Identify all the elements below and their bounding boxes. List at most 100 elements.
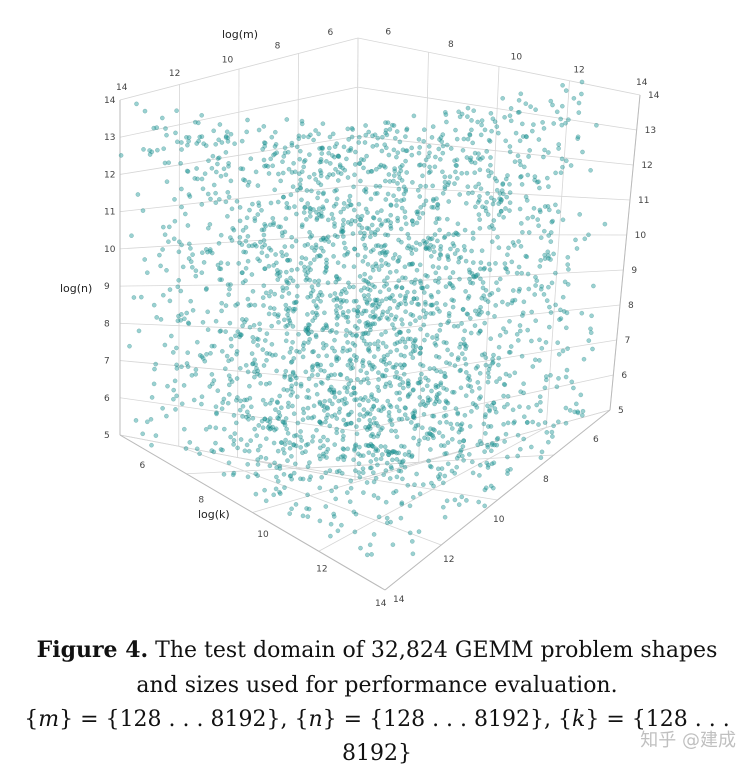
- data-point: [366, 380, 371, 386]
- data-point: [275, 448, 281, 454]
- data-point: [391, 147, 397, 153]
- data-point: [352, 397, 357, 403]
- data-point: [396, 408, 402, 414]
- data-point: [133, 418, 139, 423]
- grid-line: [482, 66, 500, 446]
- data-point: [577, 212, 583, 217]
- figure-label: Figure 4.: [36, 637, 149, 663]
- data-point: [206, 158, 211, 164]
- data-point: [326, 145, 332, 151]
- data-point: [296, 133, 302, 139]
- data-point: [310, 363, 316, 369]
- data-point: [413, 423, 419, 429]
- data-point: [435, 279, 441, 285]
- data-point: [280, 285, 286, 290]
- data-point: [221, 471, 227, 477]
- data-point: [410, 313, 416, 318]
- data-point: [344, 156, 349, 162]
- data-point: [265, 418, 270, 424]
- tick-label-right-top: 6: [385, 27, 391, 37]
- data-point: [445, 461, 451, 467]
- data-point: [446, 318, 452, 324]
- data-point: [301, 159, 307, 165]
- data-point: [361, 277, 367, 283]
- data-point: [301, 346, 306, 352]
- data-point: [409, 218, 415, 223]
- data-point: [370, 282, 375, 288]
- data-point: [475, 200, 481, 205]
- data-point: [457, 276, 462, 282]
- data-point: [256, 127, 262, 133]
- data-point: [343, 315, 349, 320]
- data-point: [580, 149, 585, 155]
- data-point: [514, 270, 520, 276]
- data-point: [549, 429, 555, 435]
- data-point: [240, 323, 245, 329]
- data-point: [470, 401, 476, 406]
- data-point: [358, 157, 364, 162]
- data-point: [298, 185, 303, 191]
- data-point: [505, 173, 510, 178]
- data-point: [356, 140, 362, 145]
- data-point: [274, 272, 280, 277]
- data-point: [352, 446, 358, 452]
- data-point: [260, 146, 266, 152]
- data-point: [435, 202, 441, 208]
- data-point: [437, 327, 443, 333]
- data-point: [441, 235, 447, 241]
- data-point: [279, 230, 285, 236]
- data-point: [247, 383, 252, 389]
- data-point: [436, 256, 442, 261]
- data-point: [314, 254, 320, 259]
- data-point: [363, 132, 369, 138]
- data-point: [454, 163, 459, 168]
- data-point: [392, 374, 398, 380]
- data-point: [356, 417, 362, 423]
- data-point: [392, 135, 398, 141]
- data-point: [422, 435, 427, 441]
- data-point: [343, 245, 348, 251]
- data-point: [344, 490, 350, 495]
- data-point: [238, 332, 244, 338]
- data-point: [366, 360, 372, 366]
- data-point: [351, 457, 356, 463]
- data-point: [358, 178, 363, 184]
- data-point: [399, 416, 405, 422]
- data-point: [313, 332, 319, 338]
- data-point: [194, 446, 200, 452]
- data-point: [505, 252, 510, 258]
- data-point: [294, 211, 299, 217]
- data-point: [573, 401, 579, 407]
- data-point: [418, 205, 424, 210]
- data-point: [144, 419, 150, 425]
- data-point: [477, 329, 483, 334]
- data-point: [508, 344, 514, 349]
- data-point: [420, 173, 425, 179]
- data-point: [199, 112, 205, 118]
- data-point: [418, 379, 423, 385]
- data-point: [318, 420, 323, 425]
- data-point: [500, 95, 506, 101]
- data-point: [467, 132, 473, 138]
- data-point: [262, 416, 268, 422]
- data-point: [281, 471, 287, 477]
- data-point: [481, 293, 487, 299]
- data-point: [533, 283, 538, 288]
- data-point: [357, 412, 363, 417]
- data-point: [278, 178, 284, 184]
- data-point: [497, 333, 503, 338]
- data-point: [386, 152, 392, 158]
- data-point: [467, 132, 473, 137]
- data-point: [305, 464, 311, 469]
- data-point: [387, 295, 393, 301]
- data-point: [394, 332, 400, 337]
- data-point: [300, 476, 306, 482]
- data-point: [375, 495, 381, 501]
- data-point: [317, 146, 322, 151]
- data-point: [410, 344, 416, 349]
- data-point: [379, 221, 385, 227]
- data-point: [500, 182, 506, 187]
- data-point: [346, 198, 352, 203]
- data-point: [320, 248, 326, 254]
